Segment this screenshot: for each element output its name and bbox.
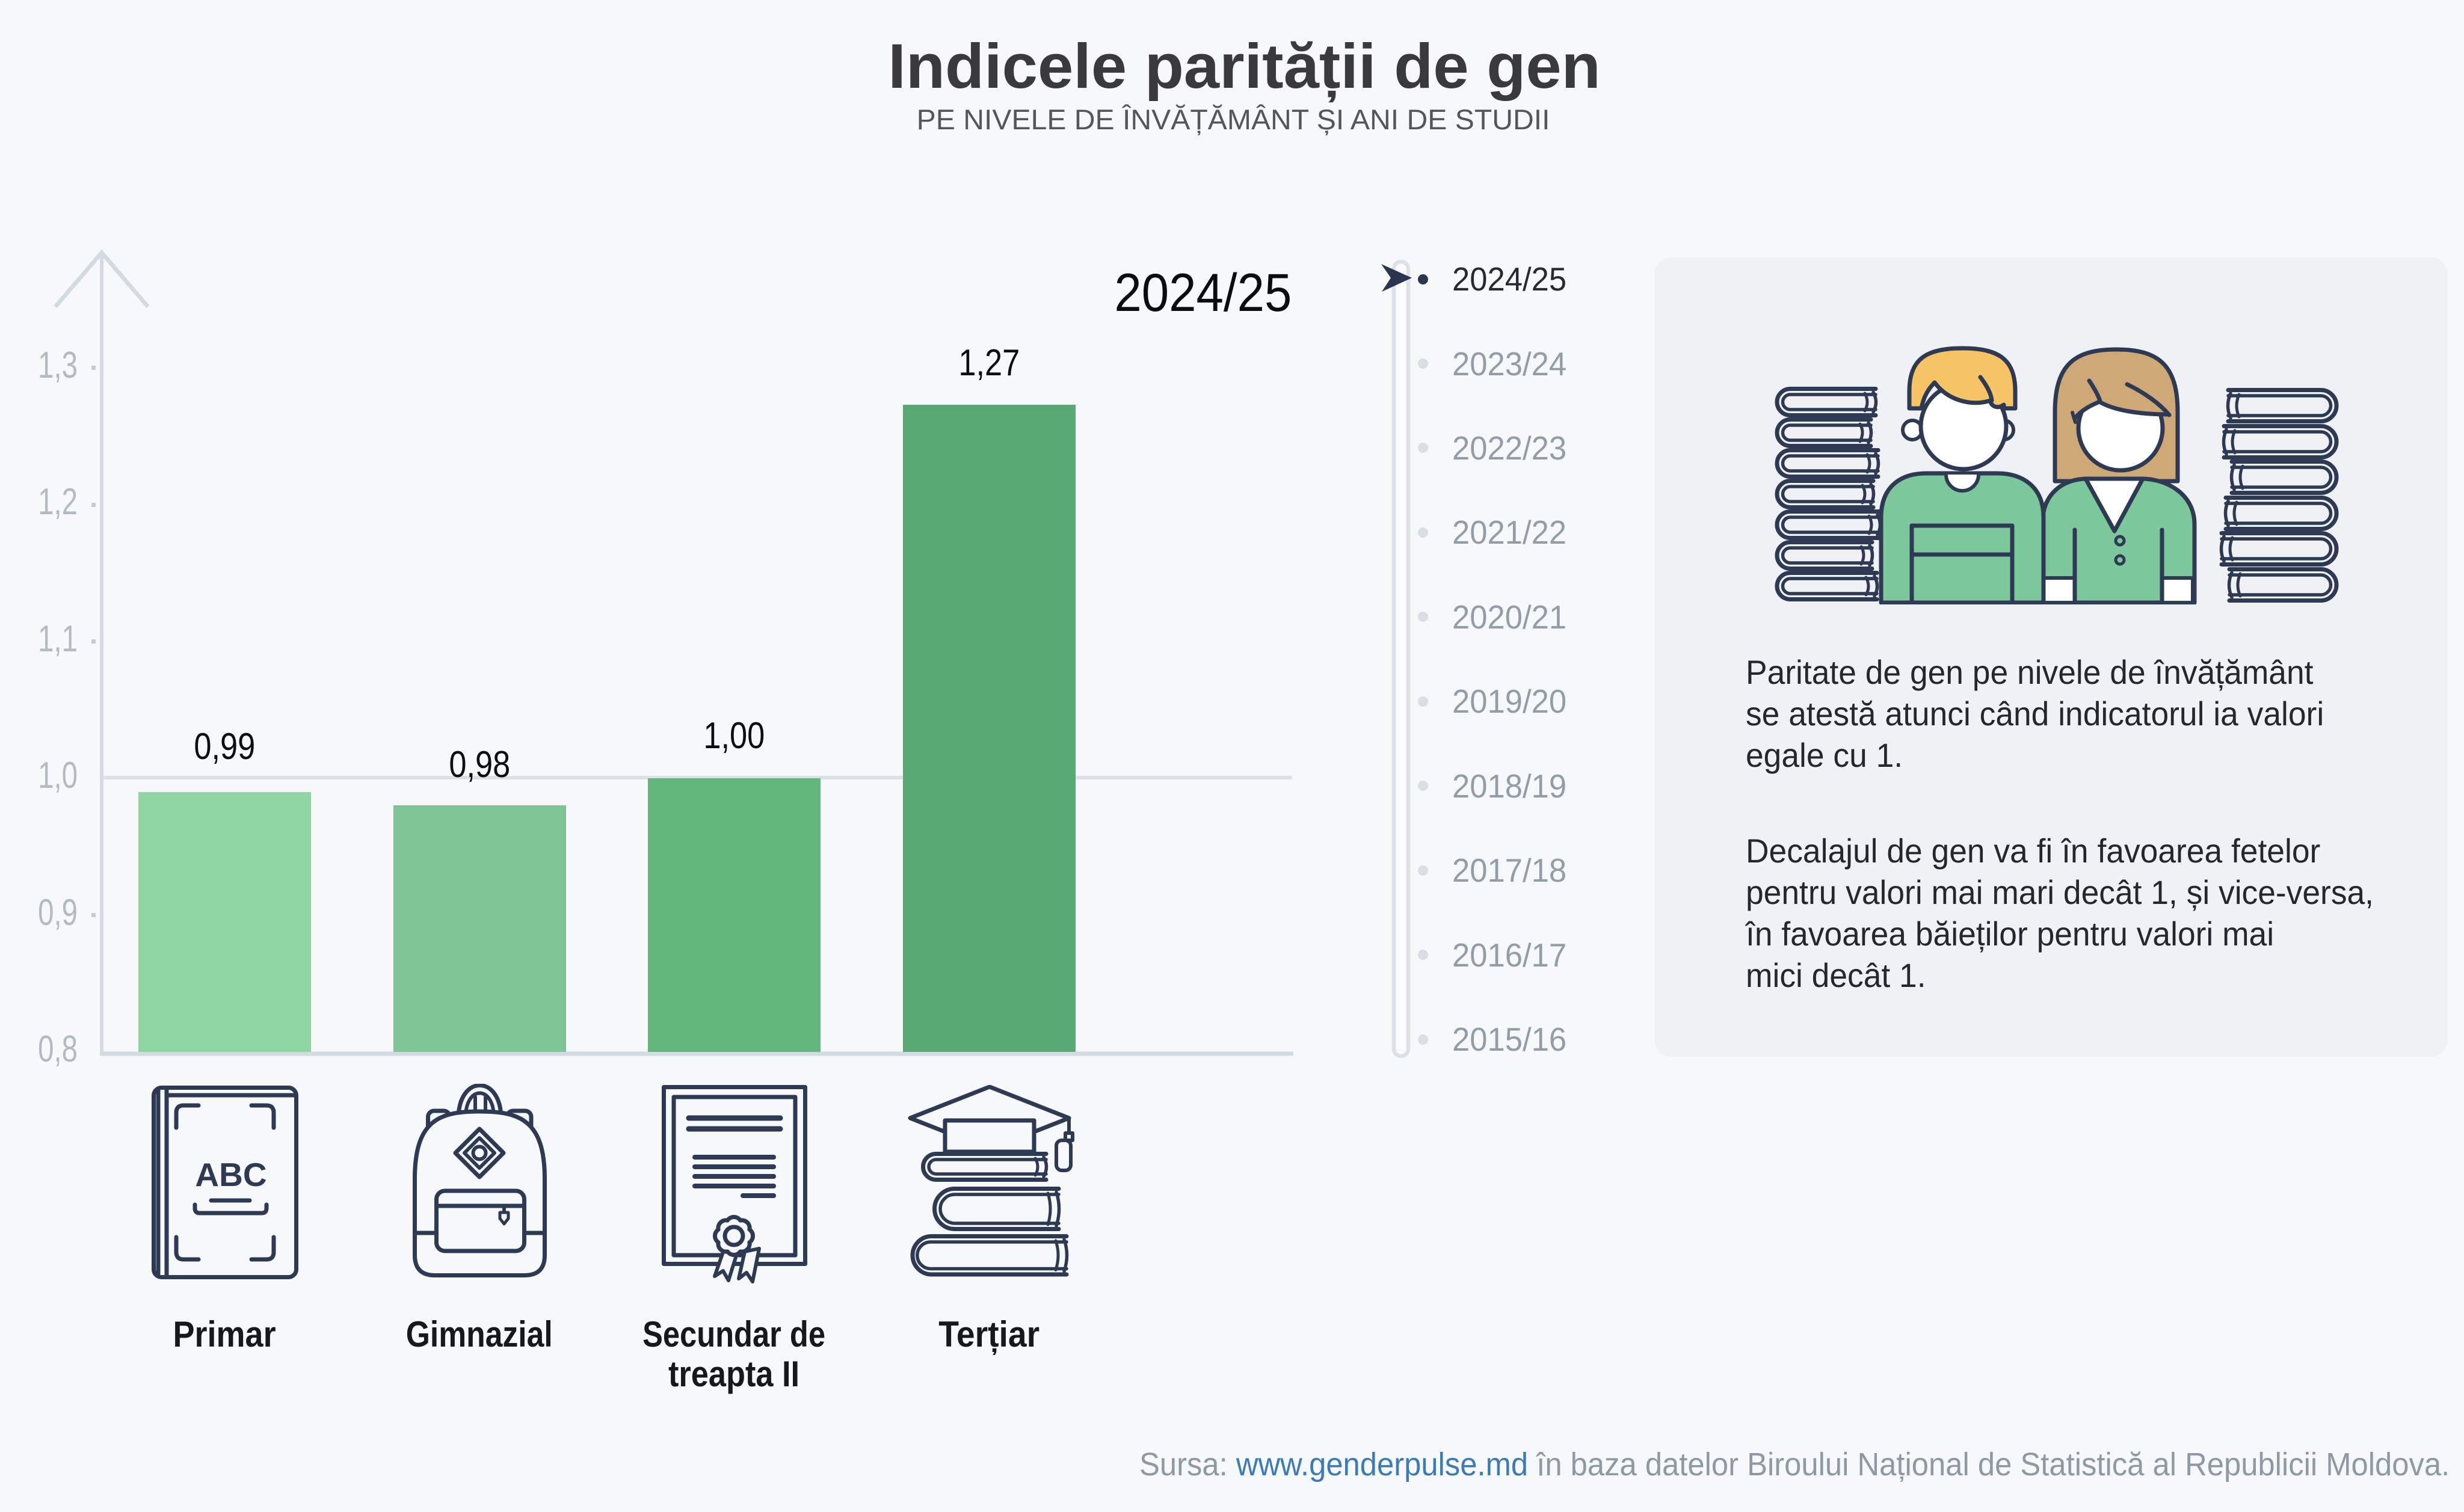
svg-text:ABC: ABC bbox=[195, 1156, 266, 1193]
